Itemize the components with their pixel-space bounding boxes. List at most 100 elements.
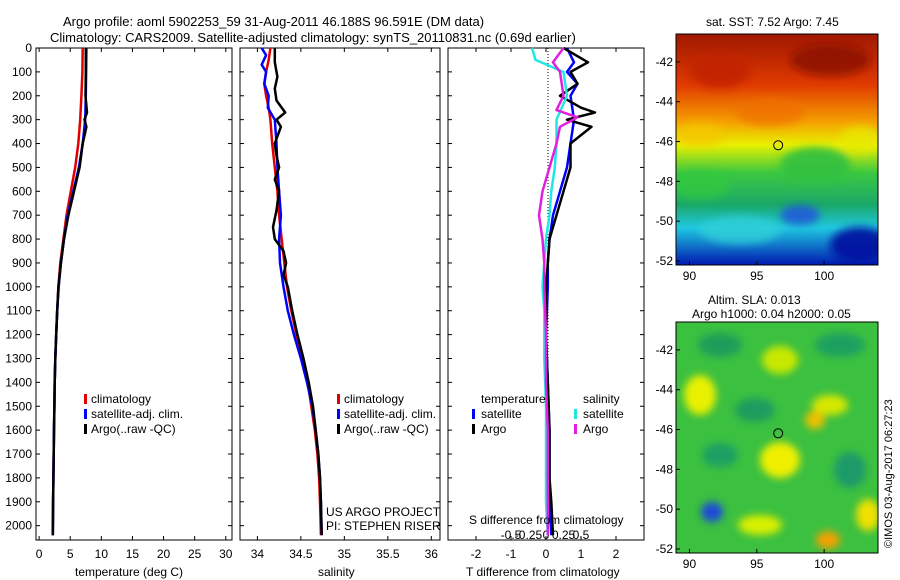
x-tick-label: 15 [126, 547, 140, 561]
legend-label-argo: Argo(..raw -QC) [91, 422, 176, 436]
difference-series [530, 46, 597, 536]
salinity-plot-frame [239, 47, 441, 541]
temperature-x-label: temperature (deg C) [75, 565, 183, 579]
depth-tick-label: 1500 [5, 399, 32, 413]
s-diff-tick-label: 0.5 [573, 528, 590, 542]
salinity-x-axis: 34 34.5 35 35.5 36 [251, 48, 438, 561]
x-tick-label: -1 [506, 547, 517, 561]
difference-x-axis: -2 -1 0 1 2 [471, 48, 620, 561]
lon-tick-label: 100 [814, 557, 834, 571]
figure-title-line1: Argo profile: aoml 5902253_59 31-Aug-201… [63, 14, 484, 29]
x-tick-label: 34 [251, 547, 265, 561]
depth-tick-label: 1900 [5, 495, 32, 509]
lon-tick-label: 90 [683, 557, 697, 571]
depth-tick-label: 0 [25, 41, 32, 55]
difference-panel: -2 -1 0 1 2 -0.5-0.25 0 0.250.5 S difference f… [447, 46, 645, 579]
x-tick-label: 10 [95, 547, 109, 561]
depth-tick-label: 400 [12, 137, 32, 151]
lat-tick-label: -48 [656, 174, 674, 188]
series-line-salinity-argo [537, 47, 579, 536]
legend-swatch-argo [84, 424, 87, 434]
temperature-plot-frame [35, 47, 233, 541]
depth-tick-label: 700 [12, 208, 32, 222]
lat-tick-label: -44 [656, 95, 674, 109]
sst-map: sat. SST: 7.52 Argo: 7.45 90 95 100 -42 -44… [656, 15, 879, 283]
lon-tick-label: 95 [750, 557, 764, 571]
sla-map-texture [684, 333, 878, 549]
x-tick-label: 30 [219, 547, 233, 561]
argo-location-marker [773, 428, 784, 439]
depth-tick-label: 1000 [5, 280, 32, 294]
lat-tick-label: -42 [656, 55, 674, 69]
sla-map-frame [675, 321, 879, 554]
depth-tick-label: 1600 [5, 423, 32, 437]
salinity-legend: climatology satellite-adj. clim. Argo(..… [337, 392, 436, 436]
legend-title-temperature: temperature [481, 392, 546, 406]
legend-label-climatology: climatology [344, 392, 404, 406]
lon-tick-label: 90 [683, 269, 697, 283]
difference-depth-ticks [448, 47, 644, 527]
s-diff-tick-label: -0.5 [501, 528, 522, 542]
series-line-argo-raw-qc [51, 48, 89, 536]
x-tick-label: 34.5 [289, 547, 313, 561]
depth-tick-label: 1700 [5, 447, 32, 461]
legend-swatch-s-satellite [574, 409, 577, 419]
sst-map-texture [676, 44, 878, 263]
depth-tick-label: 300 [12, 113, 32, 127]
legend-swatch-satellite [337, 409, 340, 419]
lon-tick-label: 100 [814, 269, 834, 283]
salinity-panel: 34 34.5 35 35.5 36 salinity climatology sate… [239, 47, 441, 579]
x-tick-label: 1 [578, 547, 585, 561]
legend-swatch-argo [337, 424, 340, 434]
salinity-series [260, 47, 323, 536]
x-tick-label: 25 [188, 547, 202, 561]
depth-tick-label: 600 [12, 184, 32, 198]
temperature-panel: 0100200300400500600700800900100011001200… [5, 41, 232, 579]
series-line-argo-raw-qc [271, 48, 323, 536]
sst-map-lat-axis: -42 -44 -46 -48 -50 -52 [656, 55, 680, 268]
difference-legend: temperature satellite Argo salinity sate… [472, 392, 624, 436]
x-tick-label: 35.5 [376, 547, 400, 561]
salinity-x-label: salinity [318, 565, 355, 579]
legend-label-s-argo: Argo [583, 422, 609, 436]
sla-map-lon-axis: 90 95 100 [683, 549, 834, 571]
x-tick-label: 2 [613, 547, 620, 561]
s-difference-label: S difference from climatology [469, 513, 624, 527]
lat-tick-label: -46 [656, 135, 674, 149]
s-diff-tick-label: 0.25 [552, 528, 576, 542]
depth-tick-label: 1800 [5, 471, 32, 485]
depth-tick-label: 2000 [5, 519, 32, 533]
sla-map-title-line2: Argo h1000: 0.04 h2000: 0.05 [692, 307, 851, 321]
pi-annotation: PI: STEPHEN RISER [326, 519, 441, 533]
sst-map-frame [675, 33, 879, 266]
series-line-climatology [263, 47, 323, 536]
lat-tick-label: -48 [656, 462, 674, 476]
legend-swatch-t-argo [472, 424, 475, 434]
sla-map: Altim. SLA: 0.013 Argo h1000: 0.04 h2000… [656, 293, 879, 571]
depth-tick-label: 200 [12, 89, 32, 103]
s-diff-tick-label: -0.25 [515, 528, 543, 542]
legend-swatch-s-argo [574, 424, 577, 434]
figure-title-line2: Climatology: CARS2009. Satellite-adjuste… [50, 30, 576, 45]
legend-label-climatology: climatology [91, 392, 151, 406]
x-tick-label: 35 [338, 547, 352, 561]
legend-label-s-satellite: satellite [583, 407, 624, 421]
x-tick-label: 0 [543, 547, 550, 561]
depth-tick-label: 800 [12, 232, 32, 246]
legend-label-satellite: satellite-adj. clim. [91, 407, 183, 421]
temperature-x-axis: 0 5 10 15 20 25 30 [36, 48, 233, 561]
legend-label-t-argo: Argo [481, 422, 507, 436]
lat-tick-label: -44 [656, 383, 674, 397]
legend-title-salinity: salinity [583, 392, 620, 406]
lat-tick-label: -50 [656, 214, 674, 228]
lat-tick-label: -52 [656, 254, 674, 268]
lat-tick-label: -50 [656, 502, 674, 516]
depth-tick-label: 1400 [5, 375, 32, 389]
depth-tick-label: 1100 [6, 304, 32, 318]
project-annotation: US ARGO PROJECT [326, 505, 441, 519]
x-tick-label: 5 [67, 547, 74, 561]
temperature-legend: climatology satellite-adj. clim. Argo(..… [84, 392, 183, 436]
s-diff-tick-label: 0 [543, 528, 550, 542]
lat-tick-label: -46 [656, 423, 674, 437]
